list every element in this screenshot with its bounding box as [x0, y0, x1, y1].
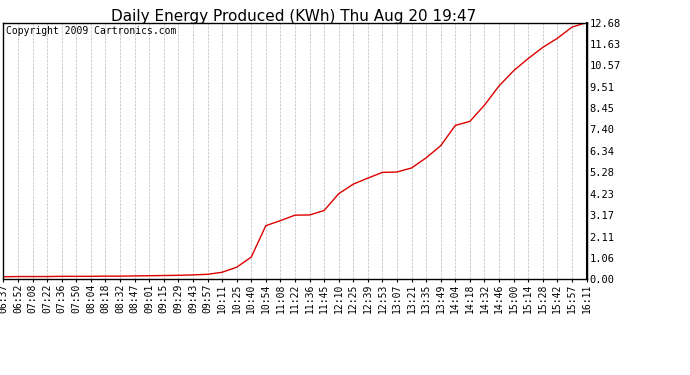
Text: Copyright 2009 Cartronics.com: Copyright 2009 Cartronics.com — [6, 26, 177, 36]
Text: Daily Energy Produced (KWh) Thu Aug 20 19:47: Daily Energy Produced (KWh) Thu Aug 20 1… — [110, 9, 476, 24]
